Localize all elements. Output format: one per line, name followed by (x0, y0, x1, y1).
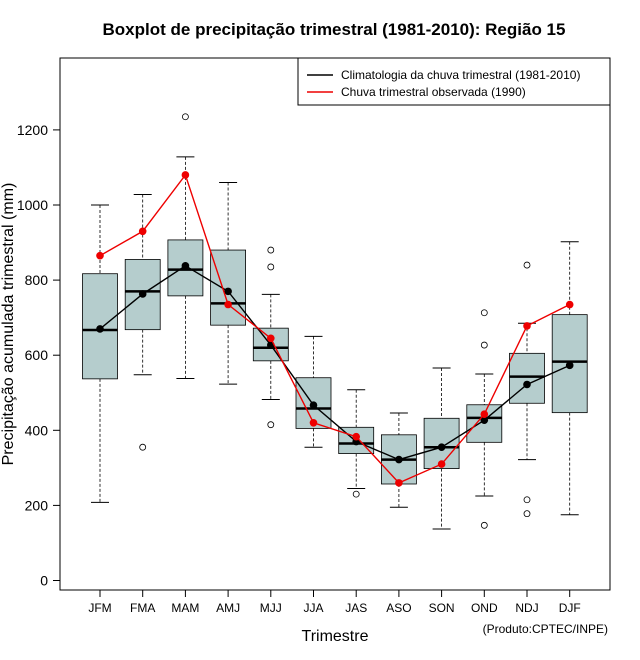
outlier-point (139, 443, 147, 451)
series-line (99, 265, 570, 461)
x-tick-label: MJJ (260, 601, 282, 615)
series-line (99, 173, 571, 484)
x-tick-label: JFM (88, 601, 111, 615)
series-point (267, 334, 275, 343)
series-point (224, 287, 232, 296)
legend-box (297, 57, 611, 106)
series-point (96, 251, 104, 260)
x-tick-label: JAS (345, 601, 367, 615)
x-tick-label: FMA (130, 601, 155, 615)
x-tick-label: DJF (559, 601, 581, 615)
series-point (352, 432, 361, 441)
series-point (523, 322, 531, 330)
series-observed-1990 (96, 171, 574, 487)
legend-label-observed: Chuva trimestral observada (1990) (341, 85, 526, 99)
x-tick-label: NDJ (515, 601, 538, 615)
series-point (138, 290, 147, 298)
series-point (181, 262, 190, 270)
x-axis-label: Trimestre (302, 628, 369, 645)
series-point (181, 171, 190, 179)
x-tick-label: SON (429, 601, 455, 615)
y-tick-label: 0 (40, 573, 48, 589)
y-tick-label: 600 (25, 347, 49, 363)
product-credit: (Produto:CPTEC/INPE) (483, 622, 608, 636)
series-point (480, 410, 489, 418)
outlier-point (352, 490, 360, 498)
y-axis: 0 200 400 600 800 1000 1200 (17, 122, 60, 589)
x-tick-label: JJA (303, 601, 323, 615)
outlier-point (523, 510, 531, 518)
series-point (309, 418, 318, 427)
box-MAM (167, 113, 204, 379)
series-lines (96, 171, 574, 487)
x-tick-label: MAM (171, 601, 199, 615)
outlier-point (181, 113, 189, 121)
series-point (523, 380, 531, 389)
outlier-point (480, 341, 488, 349)
legend: Climatologia da chuva trimestral (1981-2… (297, 57, 611, 106)
x-tick-label: OND (471, 601, 498, 615)
y-tick-label: 1200 (17, 122, 48, 138)
boxplot-boxes (82, 113, 588, 530)
outlier-point (480, 309, 488, 317)
y-axis-label: Precipitação acumulada trimestral (mm) (0, 183, 17, 466)
series-climatology (96, 262, 574, 464)
x-tick-label: AMJ (216, 601, 240, 615)
box-NDJ (509, 261, 545, 518)
y-tick-label: 400 (25, 422, 49, 438)
outlier-point (267, 263, 275, 271)
outlier-point (523, 496, 531, 504)
y-tick-label: 1000 (17, 197, 48, 213)
x-axis: JFM FMA MAM AMJ MJJ JJA JAS ASO SON OND NDJ DJF (88, 590, 581, 615)
series-point (480, 416, 489, 424)
y-tick-label: 800 (25, 272, 49, 288)
series-point (565, 361, 574, 370)
iqr-box (423, 417, 460, 470)
box-DJF (551, 241, 588, 516)
series-point (395, 479, 403, 487)
series-point (565, 300, 574, 309)
legend-label-climatology: Climatologia da chuva trimestral (1981-2… (341, 68, 580, 82)
series-point (96, 325, 104, 333)
series-point (395, 455, 403, 464)
series-point (224, 300, 232, 309)
series-point (437, 443, 446, 451)
outlier-point (523, 261, 531, 269)
outlier-point (480, 521, 488, 529)
x-tick-label: ASO (386, 601, 411, 615)
box-JFM (82, 204, 118, 503)
box-JJA (295, 335, 332, 448)
series-point (138, 227, 147, 236)
series-point (309, 401, 318, 409)
y-tick-label: 200 (25, 497, 49, 513)
series-point (437, 460, 446, 468)
chart-title: Boxplot de precipitação trimestral (1981… (103, 20, 566, 39)
outlier-point (267, 246, 275, 254)
outlier-point (267, 421, 275, 429)
